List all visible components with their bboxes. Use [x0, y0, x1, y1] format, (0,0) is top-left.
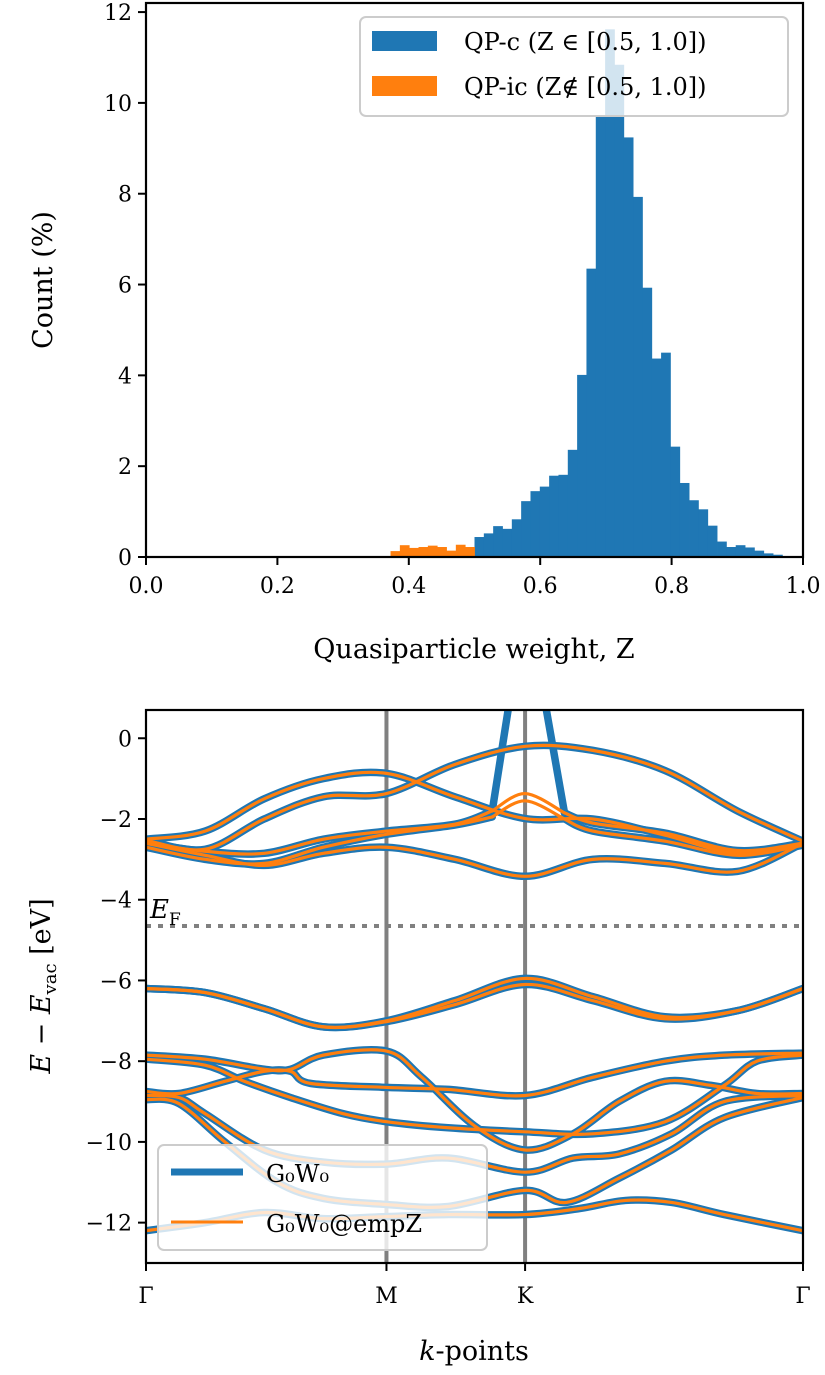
x-tick-label: 1.0 [786, 574, 821, 599]
band-axes-frame [144, 708, 805, 1265]
x-tick-label: 0.8 [654, 574, 689, 599]
k-point-label: M [375, 1284, 398, 1309]
band-g0w0-empz [146, 770, 803, 855]
legend-swatch-qp-c [372, 31, 437, 51]
legend-label-g0w0-empz: G₀W₀@empZ [266, 1210, 422, 1238]
legend-label-g0w0: G₀W₀ [266, 1160, 329, 1188]
k-point-label: K [517, 1284, 534, 1309]
histogram-bar-qp-ic [418, 547, 429, 557]
histogram-bar-qp-c [633, 196, 643, 557]
histogram-bar-qp-c [595, 115, 606, 557]
histogram-bar-qp-c [483, 533, 494, 557]
y-tick-label: −12 [86, 1212, 132, 1237]
y-tick-label: 10 [104, 92, 132, 117]
histogram-bar-qp-ic [399, 545, 410, 557]
x-tick-label: 0.4 [391, 574, 426, 599]
y-tick-label: −4 [100, 889, 132, 914]
x-tick-label: 0.6 [523, 574, 558, 599]
histogram-bar-qp-c [689, 500, 699, 557]
histogram-bar-qp-ic [437, 547, 447, 557]
band-x-axis-label: k-points [419, 1336, 529, 1367]
y-tick-label: 4 [118, 364, 132, 389]
histogram-bar-qp-c [530, 491, 541, 557]
histogram-bar-qp-c [511, 519, 522, 557]
histogram-x-axis-label: Quasiparticle weight, Z [313, 634, 634, 665]
histogram-axes-frame [144, 1, 805, 559]
histogram-bar-qp-c [773, 554, 783, 557]
histogram-bar-qp-c [558, 474, 569, 557]
band-y-axis-label: E − Evac [eV] [26, 898, 61, 1074]
histogram-bar-qp-c [745, 547, 755, 557]
histogram-y-axis-label: Count (%) [28, 211, 59, 349]
histogram-bar-qp-c [679, 482, 690, 557]
legend-swatch-qp-ic [372, 76, 437, 96]
y-tick-label: 6 [118, 274, 132, 299]
band-g0w0-empz [146, 815, 494, 866]
histogram-legend: QP-c (Z ∈ [0.5, 1.0]) QP-ic (Z∉ [0.5, 1.… [359, 16, 789, 117]
histogram-bar-qp-c [623, 137, 634, 557]
band-g0w0-empz [146, 1051, 803, 1098]
histogram-bar-qp-c [605, 29, 615, 557]
histogram-bar-qp-ic [465, 547, 475, 557]
histogram-bar-qp-c [670, 446, 681, 557]
histogram-bar-qp-c [763, 553, 774, 557]
histogram-bar-qp-c [707, 525, 718, 557]
histogram-bar-qp-c [661, 352, 671, 557]
band-structure-panel: EF 0 −2 −4 −6 −8 −10 −12 Γ M K Γ G₀W₀ G₀W₀@empZ k-… [26, 708, 811, 1367]
y-tick-label: 0 [118, 546, 132, 571]
y-tick-label: 2 [118, 455, 132, 480]
band-g0w0-empz [562, 811, 803, 853]
k-point-label: Γ [138, 1284, 153, 1309]
histogram-bar-qp-c [502, 528, 513, 557]
histogram-bar-qp-c [539, 486, 550, 557]
histogram-bar-qp-c [735, 545, 746, 557]
histogram-bar-qp-c [726, 547, 737, 557]
x-tick-label: 0.0 [129, 574, 164, 599]
y-tick-label: −8 [100, 1050, 132, 1075]
histogram-bar-qp-c [754, 550, 765, 557]
band-g0w0-empz [490, 799, 567, 821]
band-g0w0-empz [146, 841, 803, 878]
legend-label-qp-ic: QP-ic (Z∉ [0.5, 1.0]) [464, 73, 706, 101]
band-g0w0-empz [562, 817, 803, 857]
y-tick-label: 0 [118, 727, 132, 752]
band-legend: G₀W₀ G₀W₀@empZ [157, 1144, 488, 1251]
histogram-bar-qp-c [521, 501, 531, 557]
histogram-bar-qp-ic [446, 550, 457, 557]
band-g0w0-empz [146, 743, 803, 852]
histogram-bar-qp-c [577, 374, 587, 557]
fermi-level-label: EF [149, 895, 181, 930]
band-g0w0-empz [490, 791, 567, 815]
band-g0w0-empz [146, 982, 803, 1030]
histogram-bar-qp-c [614, 64, 625, 557]
histogram-bar-qp-c [493, 526, 503, 557]
histogram-bar-qp-c [717, 541, 727, 557]
x-tick-label: 0.2 [260, 574, 295, 599]
y-tick-label: 12 [104, 1, 132, 26]
histogram-bar-qp-c [651, 358, 662, 557]
histogram-bar-qp-ic [409, 547, 419, 557]
histogram-bar-qp-ic [390, 551, 401, 557]
histogram-bar-qp-ic [427, 545, 438, 557]
y-tick-label: −2 [100, 808, 132, 833]
histogram-bar-qp-c [567, 449, 578, 557]
histogram-bar-qp-c [586, 268, 597, 557]
band-g0w0 [146, 741, 803, 854]
histogram-bar-qp-c [549, 475, 559, 557]
histogram-panel: 0.0 0.2 0.4 0.6 0.8 1.0 0 2 4 6 8 10 12 QP-c (Z ∈ [0… [28, 1, 821, 665]
y-tick-label: −6 [100, 969, 132, 994]
band-g0w0-empz [146, 1053, 803, 1136]
y-tick-label: −10 [86, 1131, 132, 1156]
histogram-bar-qp-c [474, 537, 485, 557]
y-tick-label: 8 [118, 183, 132, 208]
k-point-label: Γ [795, 1284, 810, 1309]
histogram-bar-qp-c [698, 509, 709, 557]
legend-label-qp-c: QP-c (Z ∈ [0.5, 1.0]) [464, 28, 706, 56]
histogram-bar-qp-c [642, 287, 653, 557]
band-g0w0 [542, 710, 569, 817]
histogram-bar-qp-ic [455, 544, 466, 557]
